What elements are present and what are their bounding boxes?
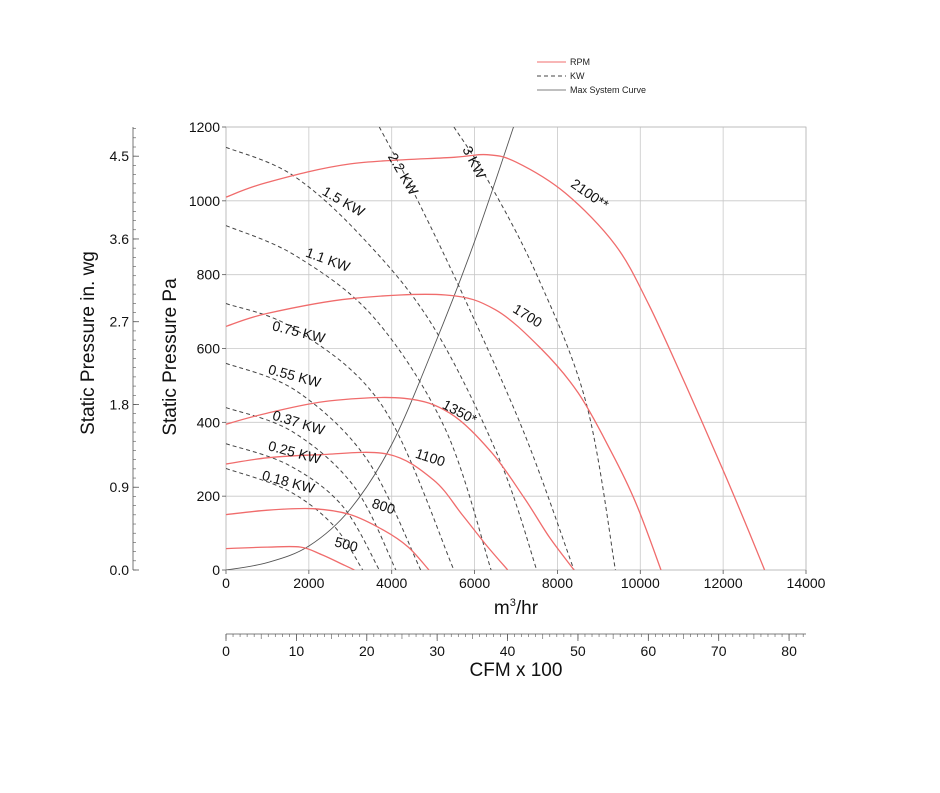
inwg-tick-label: 1.8 [110,396,130,412]
inwg-tick-label: 0.0 [110,562,130,578]
y-axis-title-inwg: Static Pressure in. wg [78,251,99,435]
rpm-curve-label: 800 [370,495,397,518]
x-axis-title-cfm: CFM x 100 [470,660,563,681]
x-axis-title-sup: 3 [510,597,516,609]
pa-tick-label: 600 [197,341,221,357]
kw-curve [226,303,455,570]
kw-curve [226,225,492,570]
kw-curve [226,146,538,570]
pa-tick-label: 800 [197,267,221,283]
kw-curve [226,407,397,570]
rpm-curve-label: 500 [333,533,360,555]
x-tick-label: 14000 [787,575,826,591]
kw-curve-label: 2.2 KW [385,150,422,198]
cfm-tick-label: 20 [359,643,375,659]
rpm-curve [226,451,509,570]
x-axis-title-m3hr: m3/hr [494,597,539,619]
x-tick-label: 4000 [376,575,407,591]
pa-tick-label: 1000 [189,193,220,209]
rpm-curve [226,545,355,570]
x-tick-label: 2000 [293,575,324,591]
cfm-tick-label: 80 [781,643,797,659]
cfm-tick-label: 60 [641,643,657,659]
kw-curve [226,443,380,570]
curve-labels: 0.18 KW0.25 KW0.37 KW0.55 KW0.75 KW1.1 K… [260,143,612,555]
rpm-curve [226,293,662,570]
pa-tick-label: 0 [212,562,220,578]
cfm-tick-label: 30 [429,643,445,659]
axes: 0 2000 4000 6000 8000 10000 12000 1400002004006… [110,119,826,659]
rpm-curve-label: 1100 [414,445,448,470]
x-tick-label: 12000 [704,575,743,591]
kw-curve [226,468,364,570]
legend-rpm-label: RPM [570,57,590,67]
x-axis-title-base: m [494,598,510,619]
x-tick-label: 10000 [621,575,660,591]
kw-curves [226,127,616,570]
grid [225,126,807,571]
y-axis-title-pa: Static Pressure Pa [160,278,181,436]
legend: RPM KW Max System Curve [537,57,646,95]
cfm-tick-label: 40 [500,643,516,659]
rpm-curve [226,507,430,570]
inwg-tick-label: 3.6 [110,231,130,247]
kw-curve-label: 0.55 KW [267,361,324,391]
legend-system-label: Max System Curve [570,85,646,95]
x-tick-label: 6000 [459,575,490,591]
system-curve-layer [226,127,514,570]
legend-kw-label: KW [570,71,585,81]
cfm-tick-label: 10 [289,643,305,659]
pa-tick-label: 400 [197,414,221,430]
rpm-curve [226,396,575,570]
rpm-curve-label: 1700 [510,301,545,331]
kw-curve-label: 0.37 KW [271,407,328,438]
kw-curve-label: 0.25 KW [267,437,324,467]
kw-curve [378,127,575,570]
inwg-tick-label: 2.7 [110,314,130,330]
cfm-tick-label: 70 [711,643,727,659]
kw-curve-label: 0.75 KW [271,317,328,346]
pa-tick-label: 200 [197,488,221,504]
kw-curve-label: 1.1 KW [304,244,353,275]
x-tick-label: 8000 [542,575,573,591]
inwg-tick-label: 0.9 [110,479,130,495]
x-tick-label: 0 [222,575,230,591]
kw-curve [453,127,616,570]
rpm-curve-label: 2100** [568,175,612,213]
inwg-tick-label: 4.5 [110,148,130,164]
kw-curve [226,362,422,570]
x-axis-title-tail: /hr [516,598,539,619]
rpm-curves [226,153,766,570]
pa-tick-label: 1200 [189,119,220,135]
system-curve [226,127,514,570]
kw-curve-label: 1.5 KW [320,183,368,220]
cfm-tick-label: 0 [222,643,230,659]
cfm-tick-label: 50 [570,643,586,659]
rpm-curve [226,153,766,570]
